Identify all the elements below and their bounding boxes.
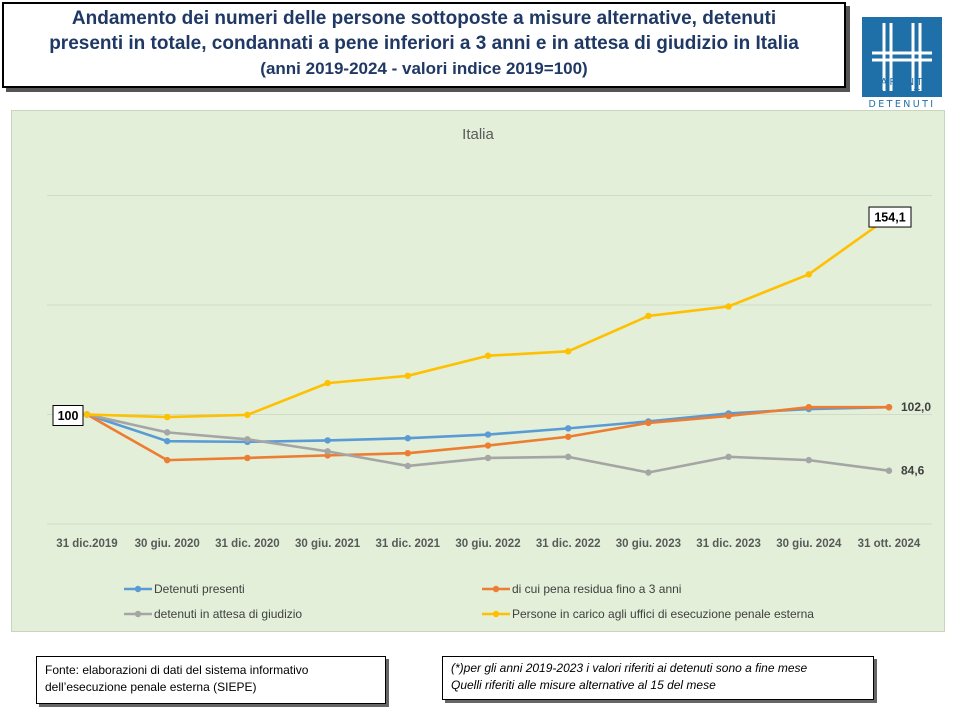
- data-point: [164, 437, 171, 445]
- x-tick-label: 31 ott. 2024: [858, 538, 921, 550]
- source-line-2: dell’esecuzione penale esterna (SIEPE): [45, 680, 257, 694]
- data-point: [725, 303, 732, 310]
- end-label-grey: 84,6: [901, 464, 925, 478]
- data-point: [645, 312, 652, 320]
- data-point: [404, 435, 411, 442]
- data-point: [484, 352, 492, 359]
- legend-label: Persone in carico agli uffici di esecuzi…: [512, 607, 814, 621]
- data-point: [725, 412, 732, 420]
- data-point: [164, 456, 171, 464]
- x-tick-label: 31 dic. 2021: [376, 538, 441, 550]
- source-line-1: Fonte: elaborazioni di dati del sistema …: [45, 663, 309, 677]
- line-chart: Italia 31 dic.2019 30 giu. 2020 31 dic. 202…: [47, 126, 932, 621]
- legend-label: detenuti in attesa di giudizio: [154, 607, 302, 621]
- data-point: [324, 448, 331, 455]
- logo-text-3: DETENUTI: [868, 99, 936, 110]
- data-point: [244, 436, 251, 443]
- legend-marker: [134, 585, 142, 593]
- legend-label: di cui pena residua fino a 3 anni: [512, 582, 681, 596]
- title-line-2: presenti in totale, condannati a pene in…: [49, 33, 799, 54]
- data-point: [404, 449, 411, 457]
- note-line-2: Quelli riferiti alle misure alternative …: [451, 678, 716, 692]
- data-point: [885, 467, 893, 474]
- data-point: [244, 454, 251, 462]
- data-point: [725, 453, 732, 461]
- data-point: [83, 411, 91, 418]
- x-tick-label: 31 dic.2019: [56, 538, 117, 550]
- chart-title: Italia: [462, 126, 494, 143]
- data-point: [404, 462, 411, 470]
- data-point: [324, 379, 331, 387]
- x-tick-label: 30 giu. 2020: [135, 538, 200, 550]
- data-point: [164, 429, 171, 436]
- data-point: [565, 348, 572, 355]
- garante-logo-icon: [862, 17, 942, 97]
- title-line-1: Andamento dei numeri delle persone sotto…: [71, 8, 777, 29]
- data-point: [244, 411, 251, 419]
- legend-marker: [492, 610, 500, 618]
- logo-text-1: GARANTE: [870, 77, 934, 88]
- data-point: [565, 425, 572, 432]
- data-point: [645, 469, 652, 476]
- x-tick-label: 31 dic. 2022: [536, 538, 601, 550]
- legend-marker: [492, 585, 500, 593]
- series-line-4: [86, 215, 890, 419]
- data-point: [404, 372, 411, 380]
- start-data-label: 100: [58, 409, 79, 423]
- data-point: [324, 437, 331, 444]
- x-tick-label: 30 giu. 2023: [616, 538, 681, 550]
- chart-panel: Italia 31 dic.2019 30 giu. 2020 31 dic. 202…: [11, 110, 945, 632]
- x-tick-label: 30 giu. 2022: [455, 538, 520, 550]
- data-point: [885, 404, 893, 411]
- data-point: [164, 413, 171, 421]
- x-tick-label: 30 giu. 2024: [776, 538, 842, 550]
- end-label-orange: 102,0: [901, 400, 931, 414]
- start-data-label-box: [52, 405, 84, 426]
- data-point: [484, 442, 492, 449]
- data-point: [645, 419, 652, 427]
- x-tick-label: 30 giu. 2021: [295, 538, 361, 550]
- source-box: Fonte: elaborazioni di dati del sistema …: [36, 656, 386, 704]
- title-box: Andamento dei numeri delle persone sotto…: [2, 2, 846, 88]
- legend-marker: [134, 610, 142, 618]
- data-point: [484, 454, 492, 462]
- data-point: [484, 431, 492, 438]
- x-tick-label: 31 dic. 2020: [215, 538, 280, 550]
- title-line-3: (anni 2019-2024 - valori indice 2019=100…: [260, 59, 588, 78]
- data-point: [805, 456, 812, 464]
- data-point: [805, 271, 812, 278]
- end-label-yellow: 154,1: [874, 211, 905, 225]
- legend-label: Detenuti presenti: [154, 582, 245, 596]
- data-point: [565, 433, 572, 440]
- note-box: (*)per gli anni 2019-2023 i valori rifer…: [442, 656, 874, 700]
- data-point: [805, 404, 812, 411]
- note-line-1: (*)per gli anni 2019-2023 i valori rifer…: [451, 661, 808, 675]
- x-tick-label: 31 dic. 2023: [696, 538, 761, 550]
- end-label-yellow-box: [868, 206, 912, 228]
- data-point: [565, 453, 572, 461]
- logo-text-2: DIRITTI: [876, 88, 928, 99]
